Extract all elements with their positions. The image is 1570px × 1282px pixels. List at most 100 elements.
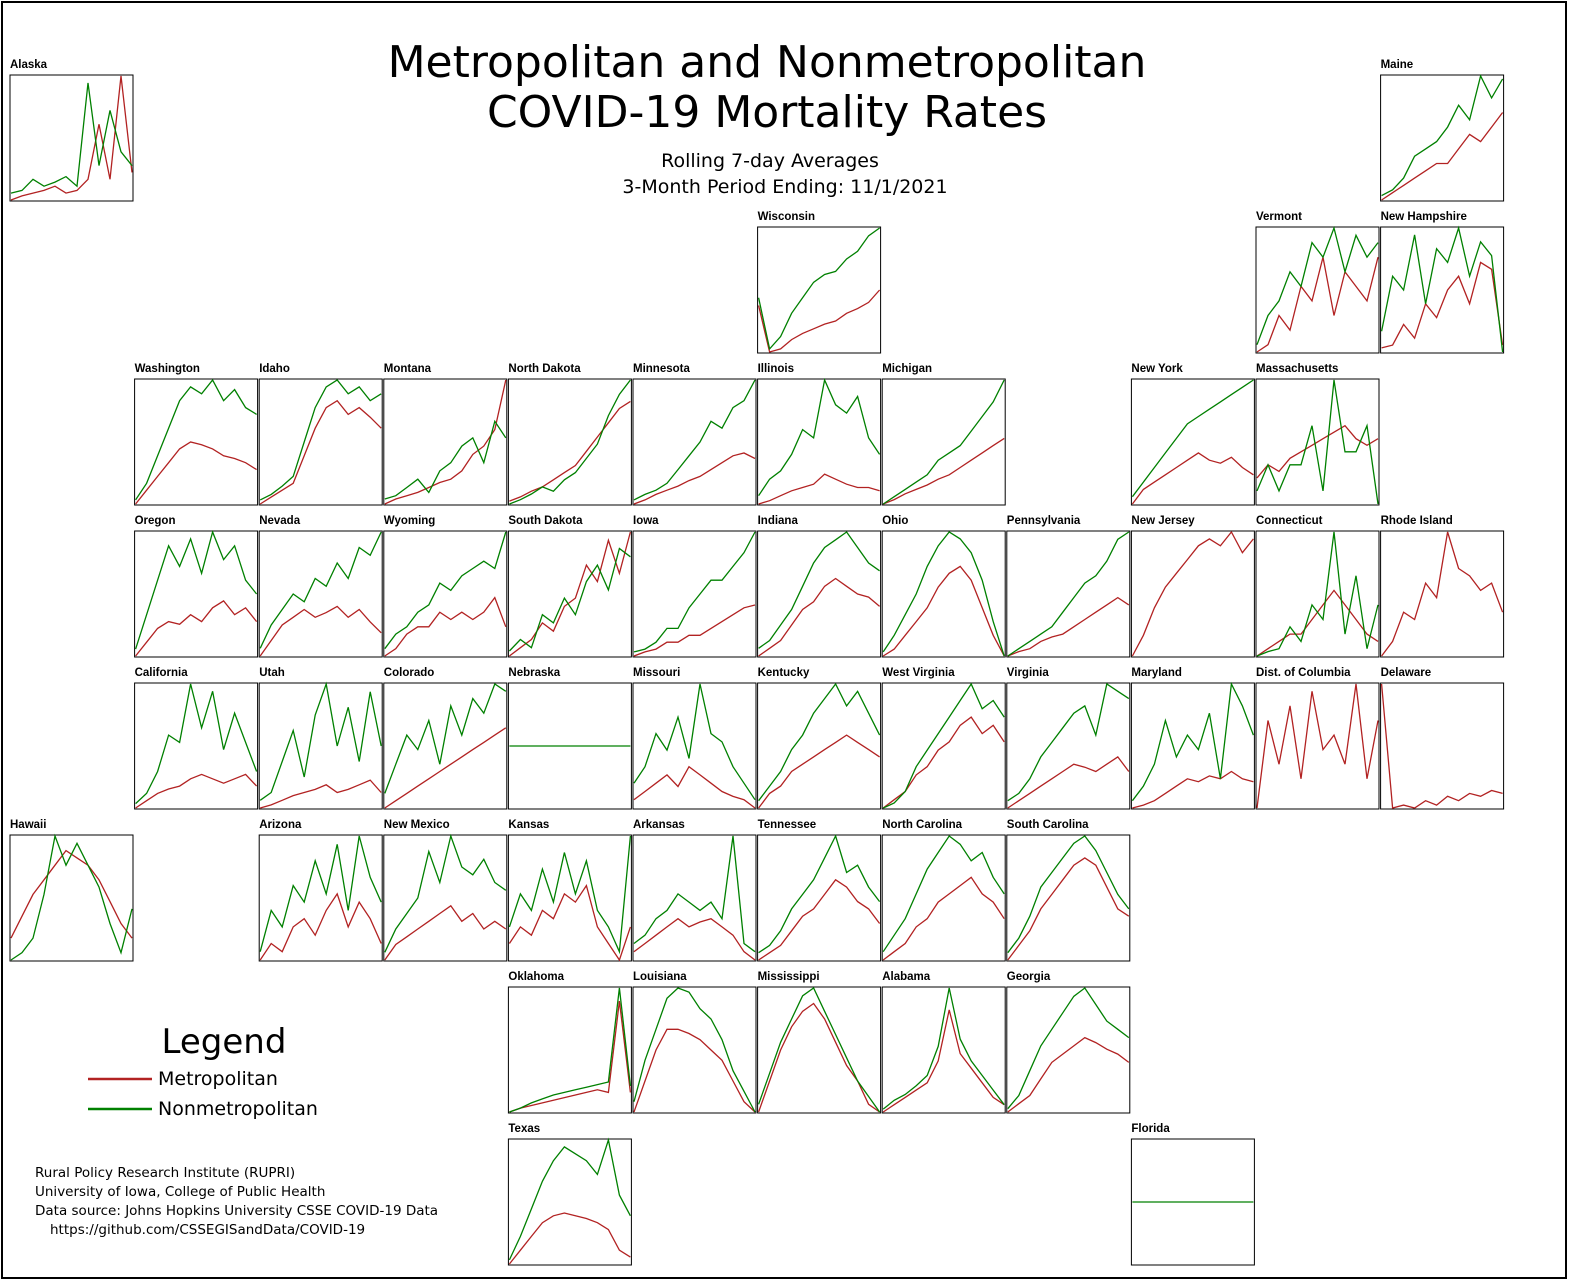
state-panel [1255,682,1380,810]
series-line [384,904,507,961]
source-line: Rural Policy Research Institute (RUPRI) [35,1165,295,1181]
series-line [758,377,881,497]
state-panel [258,530,383,658]
state-panel [383,834,508,962]
series-line [1256,379,1379,505]
series-line [10,833,133,961]
series-line [633,987,756,1113]
series-line [757,987,881,1113]
state-panel [1380,682,1505,810]
state-label: Colorado [384,667,434,679]
state-panel [1255,530,1380,658]
series-line [882,682,1005,809]
series-line [633,917,756,961]
series-line [757,227,880,351]
state-label: Louisiana [633,971,687,983]
state-panel [1130,378,1255,506]
series-line [259,531,382,649]
series-line [134,529,258,650]
state-label: Vermont [1256,211,1302,223]
series-line [1131,681,1255,802]
state-label: Hawaii [10,819,46,831]
state-label: New Mexico [384,819,450,831]
series-line [508,547,631,652]
series-line [882,987,1005,1110]
series-line [384,379,507,505]
series-line [633,1028,756,1113]
series-line [135,773,258,809]
series-line [384,531,507,650]
series-line [633,531,756,653]
series-line [509,531,632,657]
state-label: New York [1131,363,1183,375]
state-panel [1006,682,1131,810]
state-label: Nebraska [508,667,560,679]
state-label: Massachusetts [1256,363,1338,375]
state-label: South Carolina [1007,819,1089,831]
state-panel [881,834,1006,962]
state-label: Connecticut [1256,515,1323,527]
series-line [259,892,382,961]
state-label: New Jersey [1131,515,1195,527]
state-panel [757,378,882,506]
state-label: Pennsylvania [1007,515,1081,527]
series-line [1007,531,1130,657]
state-panel [507,1138,632,1266]
series-line [1256,257,1379,353]
series-line [758,878,881,961]
state-panel [1380,226,1505,354]
state-panel [258,834,383,962]
series-line [135,378,257,501]
state-label: Minnesota [633,363,690,375]
state-label: Missouri [633,667,680,679]
series-line [259,379,382,501]
series-line [135,441,257,505]
series-line [633,379,756,501]
series-line [1131,530,1254,657]
state-label: Washington [135,363,200,375]
series-line [509,379,631,505]
state-panel [134,682,259,810]
state-label: Iowa [633,515,659,527]
state-label: Wyoming [384,515,436,527]
series-line [633,683,756,801]
state-label: Kansas [508,819,549,831]
state-label: Nevada [259,515,301,527]
series-line [1380,683,1503,809]
series-line [384,419,507,500]
series-line [1381,112,1504,201]
state-panel [258,378,383,506]
series-line [882,565,1005,657]
series-line [882,379,1005,505]
series-line [508,835,632,955]
state-panel [1006,834,1131,962]
state-panel [1255,226,1380,354]
legend-title: Legend [162,1022,287,1062]
legend-label: Metropolitan [158,1068,278,1090]
series-line [633,452,756,505]
series-line [260,779,382,809]
series-line [758,531,880,649]
series-line [384,727,507,809]
series-line [882,876,1005,961]
series-line [384,833,507,953]
series-line [882,437,1005,505]
state-label: Oregon [135,515,176,527]
state-label: Texas [508,1123,540,1135]
state-label: Tennessee [758,819,817,831]
state-label: Kentucky [758,667,810,679]
series-line [259,399,382,505]
state-label: California [135,667,189,679]
state-label: South Dakota [508,515,583,527]
series-line [1380,225,1504,353]
series-line [1256,531,1379,657]
series-line [757,289,881,353]
series-line [1381,74,1504,197]
series-line [757,1002,880,1113]
series-line [1007,596,1130,657]
state-panel [507,530,632,658]
state-label: Alaska [10,59,48,71]
state-label: Virginia [1007,667,1050,679]
